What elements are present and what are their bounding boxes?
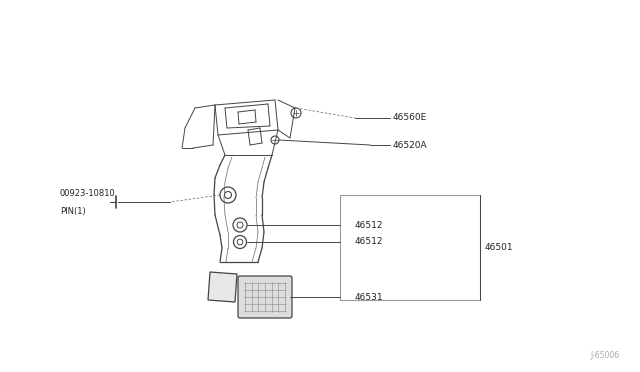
Text: 46531: 46531 [355, 292, 383, 301]
Text: 46501: 46501 [485, 243, 514, 251]
Text: 46512: 46512 [355, 221, 383, 230]
Text: J-65006: J-65006 [591, 351, 620, 360]
Text: 46520A: 46520A [393, 141, 428, 150]
Text: 46560E: 46560E [393, 113, 428, 122]
Polygon shape [208, 272, 237, 302]
Text: PIN(1): PIN(1) [60, 207, 86, 216]
Text: 46512: 46512 [355, 237, 383, 247]
Text: 00923-10810: 00923-10810 [60, 189, 116, 198]
FancyBboxPatch shape [238, 276, 292, 318]
